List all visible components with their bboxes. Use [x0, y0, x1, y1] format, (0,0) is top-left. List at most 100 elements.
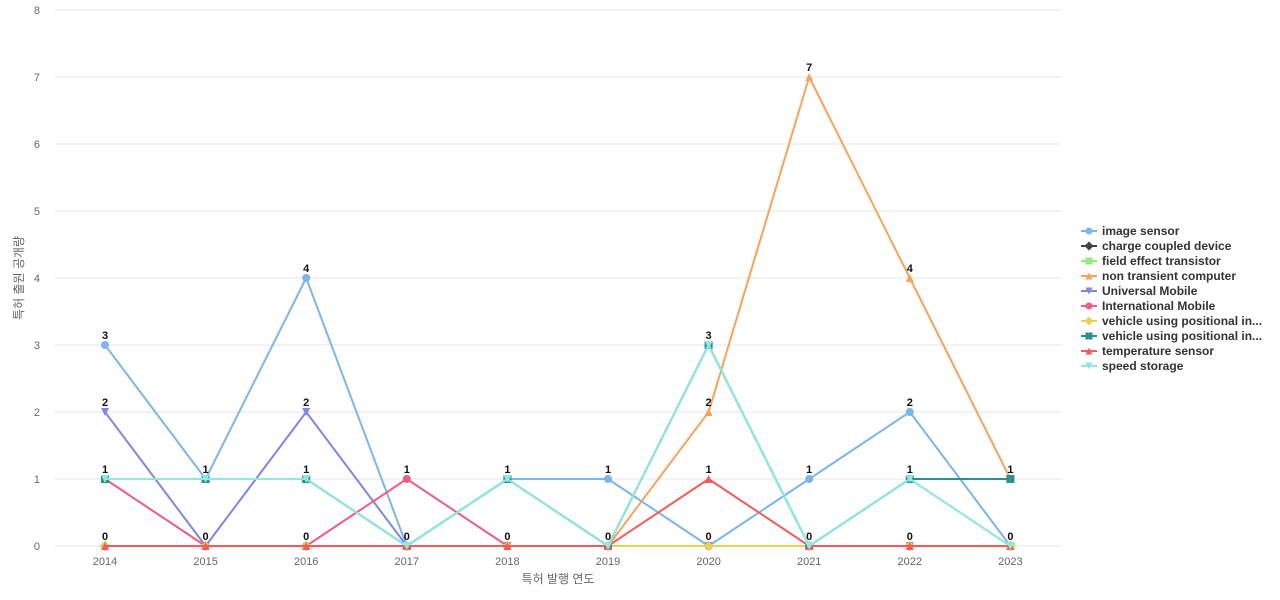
- series-line: [105, 478, 1011, 547]
- series-layer: [100, 73, 1016, 551]
- x-tick-label: 2020: [696, 556, 720, 568]
- y-tick-label: 6: [34, 139, 40, 151]
- data-point: [905, 408, 914, 416]
- legend-label: vehicle using positional in...: [1102, 329, 1262, 343]
- data-labels: 3 2 1 0 1 0 4 2 1 0 1 0 1 0 1 0 3 2 1 0 7 1 0 4 2 1 0 1 0: [102, 62, 1014, 543]
- series-line: [104, 277, 1012, 547]
- data-point: [604, 542, 612, 550]
- data-label: 0: [806, 531, 812, 543]
- legend-label: temperature sensor: [1102, 344, 1214, 358]
- y-tick-label: 0: [34, 541, 40, 553]
- legend-item[interactable]: temperature sensor: [1081, 344, 1214, 358]
- legend-marker: [1085, 272, 1093, 280]
- data-point: [101, 408, 109, 416]
- legend-item[interactable]: vehicle using positional in...: [1081, 314, 1262, 328]
- series-2: [101, 341, 1015, 550]
- data-label: 0: [605, 531, 611, 543]
- series-line: [105, 344, 1011, 547]
- legend-item[interactable]: vehicle using positional in...: [1081, 329, 1262, 343]
- data-label: 2: [706, 397, 712, 409]
- x-tick-label: 2019: [596, 556, 620, 568]
- data-point: [905, 475, 914, 483]
- x-axis-ticks: 2014 2015 2016 2017 2018 2019 2020 2021 2022 2023: [93, 556, 1023, 568]
- data-label: 2: [102, 397, 108, 409]
- data-point: [402, 542, 411, 550]
- data-point: [201, 542, 210, 550]
- data-label: 1: [102, 464, 108, 476]
- data-label: 0: [907, 531, 913, 543]
- legend-marker: [1084, 241, 1094, 251]
- data-point: [1006, 475, 1015, 483]
- series-7: [101, 341, 1015, 550]
- legend-marker: [1085, 362, 1093, 370]
- data-label: 3: [102, 330, 108, 342]
- legend-marker: [1085, 287, 1093, 295]
- x-tick-label: 2014: [93, 556, 117, 568]
- data-label: 1: [907, 464, 913, 476]
- data-label: 0: [706, 531, 712, 543]
- data-point: [101, 341, 109, 349]
- data-label: 4: [907, 263, 914, 275]
- series-8: [101, 475, 1015, 550]
- legend-item[interactable]: International Mobile: [1081, 299, 1216, 313]
- data-label: 2: [907, 397, 913, 409]
- data-point: [704, 475, 713, 483]
- data-label: 0: [504, 531, 510, 543]
- series-9: [101, 341, 1015, 550]
- legend-marker: [1085, 257, 1093, 265]
- x-tick-label: 2016: [294, 556, 318, 568]
- data-label: 7: [806, 62, 812, 74]
- data-point: [805, 542, 814, 550]
- data-label: 0: [404, 531, 410, 543]
- data-point: [302, 274, 311, 282]
- data-point: [201, 475, 210, 483]
- y-axis-ticks: 0 1 2 3 4 5 6 7 8: [34, 5, 40, 553]
- data-point: [805, 475, 814, 483]
- series-line: [105, 76, 1012, 547]
- legend-label: non transient computer: [1102, 269, 1236, 283]
- data-point: [402, 475, 411, 483]
- legend-item[interactable]: speed storage: [1081, 359, 1184, 373]
- data-point: [805, 73, 814, 81]
- x-tick-label: 2015: [193, 556, 217, 568]
- x-tick-label: 2021: [797, 556, 821, 568]
- x-tick-label: 2018: [495, 556, 519, 568]
- data-label: 3: [706, 330, 712, 342]
- data-point: [302, 475, 311, 483]
- legend-marker: [1084, 316, 1094, 326]
- legend-item[interactable]: field effect transistor: [1081, 254, 1221, 268]
- data-point: [905, 274, 914, 282]
- data-point: [503, 542, 512, 550]
- data-label: 1: [706, 464, 712, 476]
- legend-item[interactable]: Universal Mobile: [1081, 284, 1198, 298]
- data-label: 1: [605, 464, 611, 476]
- data-point: [704, 341, 713, 349]
- legend-label: International Mobile: [1102, 299, 1216, 313]
- data-label: 0: [303, 531, 309, 543]
- x-tick-label: 2023: [998, 556, 1022, 568]
- y-tick-label: 2: [34, 407, 40, 419]
- x-tick-label: 2022: [898, 556, 922, 568]
- legend-item[interactable]: non transient computer: [1081, 269, 1236, 283]
- legend-item[interactable]: charge coupled device: [1081, 239, 1232, 253]
- legend-label: image sensor: [1102, 224, 1180, 238]
- y-tick-label: 8: [34, 5, 40, 17]
- y-tick-label: 3: [34, 340, 40, 352]
- data-label: 1: [1007, 464, 1013, 476]
- legend-marker: [1085, 302, 1093, 310]
- legend-marker: [1085, 332, 1093, 340]
- data-point: [604, 475, 612, 483]
- legend-label: charge coupled device: [1102, 239, 1232, 253]
- y-tick-label: 5: [34, 206, 40, 218]
- x-tick-label: 2017: [395, 556, 419, 568]
- legend-label: field effect transistor: [1102, 254, 1221, 268]
- legend-item[interactable]: image sensor: [1081, 224, 1180, 238]
- data-label: 4: [303, 263, 310, 275]
- data-point: [703, 541, 714, 551]
- y-tick-label: 4: [34, 273, 40, 285]
- y-tick-label: 7: [34, 72, 40, 84]
- data-label: 1: [404, 464, 410, 476]
- data-point: [905, 542, 914, 550]
